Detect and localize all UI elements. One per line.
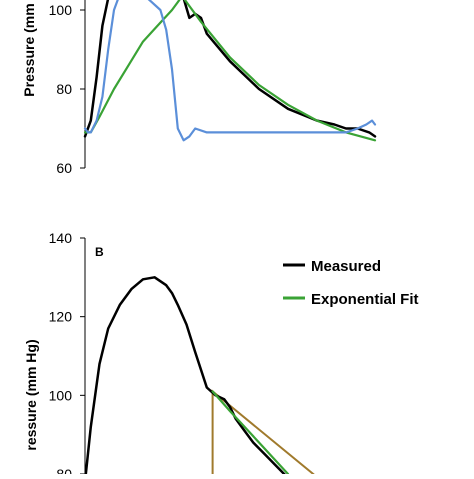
y-axis-title: Pressure (mm	[21, 3, 37, 96]
y-tick-label-80: 80	[56, 466, 72, 474]
series-line-measured	[84, 276, 290, 479]
series-line-unlabeled-2	[83, 0, 181, 134]
legend: Measured Exponential Fit	[283, 258, 419, 308]
series-line-exponential-fit	[211, 390, 290, 476]
y-tick-label-60: 60	[56, 160, 72, 176]
legend-label-exponential-fit: Exponential Fit	[311, 291, 419, 308]
y-tick-label-100: 100	[49, 387, 73, 403]
y-tick-label-100: 100	[49, 2, 73, 18]
series-line-measured	[83, 0, 377, 138]
series-line-exponential-fit	[183, 0, 377, 142]
y-tick-label-80: 80	[56, 81, 72, 97]
legend-label-measured: Measured	[311, 258, 381, 275]
y-tick-label-140: 140	[49, 230, 73, 246]
panel-a: 60 80 100 Pressure (mm	[21, 0, 377, 176]
panel-letter: B	[95, 245, 104, 259]
annotation-triangle	[211, 389, 321, 479]
panel-b: 80 100 120 140 ressure (mm Hg) B	[23, 230, 321, 479]
y-axis-title: ressure (mm Hg)	[23, 339, 39, 450]
y-tick-label-120: 120	[49, 309, 73, 325]
series-line-unlabeled-3	[83, 0, 377, 142]
